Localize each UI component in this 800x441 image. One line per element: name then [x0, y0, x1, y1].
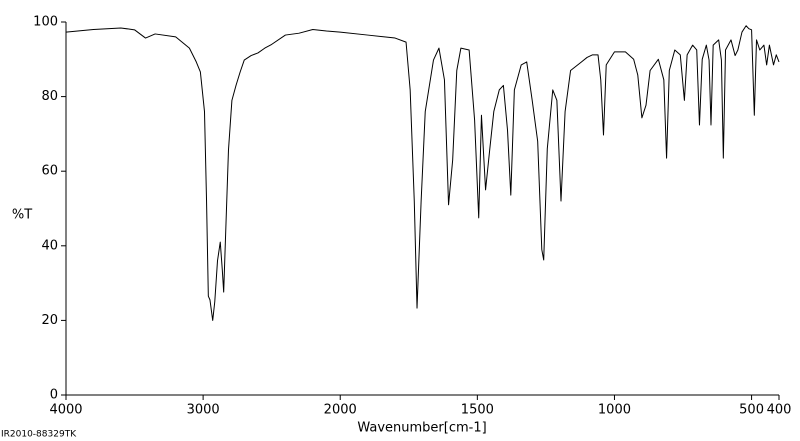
x-tick-label: 1500 [461, 403, 494, 418]
y-tick-label: 0 [50, 388, 58, 403]
x-axis-label: Wavenumber[cm-1] [357, 421, 486, 436]
x-tick-label: 500 [739, 403, 764, 418]
y-tick-label: 40 [41, 238, 58, 253]
y-tick-label: 100 [33, 15, 58, 30]
y-tick-label: 60 [41, 164, 58, 179]
y-tick-label: 20 [41, 313, 58, 328]
x-tick-label: 4000 [49, 403, 82, 418]
x-tick-label: 400 [767, 403, 792, 418]
y-axis-label: %T [12, 208, 32, 223]
spectrum-line [65, 25, 780, 321]
x-tick-label: 3000 [187, 403, 220, 418]
footnote: IR2010-88329TK [1, 430, 77, 440]
y-tick-label: 80 [41, 89, 58, 104]
x-tick-label: 2000 [324, 403, 357, 418]
x-tick-label: 1000 [598, 403, 631, 418]
